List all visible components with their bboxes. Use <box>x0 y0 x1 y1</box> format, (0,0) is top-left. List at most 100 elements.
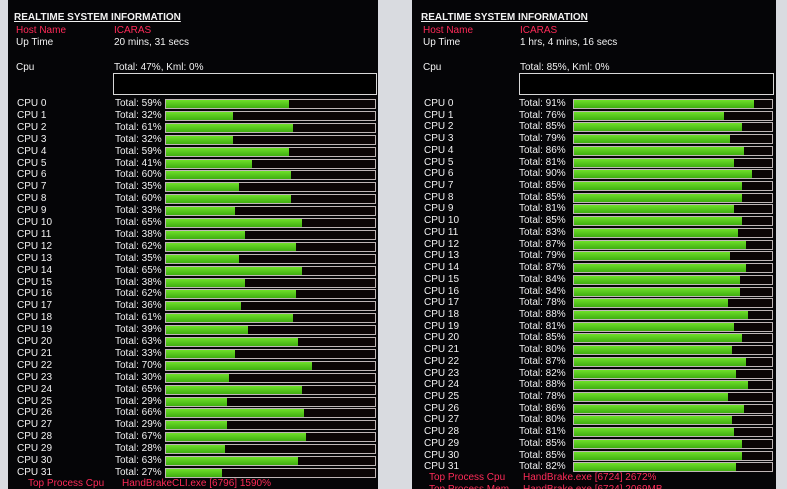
system-info-panel: REALTIME SYSTEM INFORMATION Host Name ICAR… <box>8 0 378 489</box>
cpu-label: CPU 10 <box>17 217 53 228</box>
cpu-bar-track <box>573 345 773 356</box>
cpu-label: CPU 19 <box>424 320 460 332</box>
cpu-label: CPU 23 <box>424 367 460 379</box>
cpu-bar <box>166 183 240 192</box>
cpu-bar <box>166 314 294 323</box>
cpu-bar <box>166 266 302 275</box>
cpu-bar-track <box>165 360 376 371</box>
cpu-bar-track <box>573 309 773 320</box>
cpu-bar-track <box>573 157 773 168</box>
cpu-total: Total: 47%, Kml: 0% <box>114 62 204 73</box>
cpu-bar-track <box>165 158 376 169</box>
panel-title: REALTIME SYSTEM INFORMATION <box>421 12 588 23</box>
cpu-bar-track <box>165 301 376 312</box>
cpu-total: Total: 60% <box>115 169 162 181</box>
cpu-bar <box>574 100 755 108</box>
cpu-bar-track <box>573 392 773 402</box>
cpu-bar <box>574 111 725 120</box>
cpu-bar <box>166 409 304 418</box>
cpu-bar-track <box>165 444 376 455</box>
cpu-total: Total: 85% <box>519 121 566 133</box>
cpu-bar-track <box>573 450 773 461</box>
cpu-label: CPU 16 <box>17 288 53 300</box>
cpu-bar <box>166 123 294 132</box>
cpu-bar-track <box>165 313 376 324</box>
cpu-total: Total: 63% <box>115 336 162 347</box>
cpu-total: Total: 32% <box>115 133 162 145</box>
cpu-bar <box>574 299 729 308</box>
cpu-total: Total: 35% <box>115 252 162 264</box>
cpu-bar <box>166 290 296 299</box>
cpu-label: CPU 10 <box>424 215 460 227</box>
cpu-label: CPU 24 <box>17 383 53 395</box>
cpu-label: CPU 19 <box>17 324 53 336</box>
cpu-bar-track <box>573 169 773 180</box>
cpu-label: CPU 6 <box>17 169 47 181</box>
cpu-total: Total: 84% <box>519 273 566 285</box>
cpu-total: Total: 28% <box>115 443 162 455</box>
cpu-label: CPU 3 <box>17 133 47 145</box>
cpu-total: Total: 65% <box>115 383 162 395</box>
cpu-label: CPU 14 <box>17 264 53 276</box>
cpu-label: CPU 26 <box>17 407 53 419</box>
cpu-label: CPU 2 <box>424 121 454 133</box>
cpu-bar <box>166 230 246 239</box>
cpu-label: CPU 27 <box>17 419 53 431</box>
cpu-bar <box>574 123 743 132</box>
cpu-label: CPU 16 <box>424 285 460 297</box>
cpu-bar <box>166 373 229 382</box>
cpu-bar <box>166 385 302 394</box>
cpu-total: Total: 85% <box>519 449 566 461</box>
cpu-label: CPU 21 <box>424 344 460 356</box>
cpu-bar <box>574 357 747 366</box>
cpu-bar <box>166 147 290 156</box>
cpu-label: CPU 13 <box>424 250 460 262</box>
cpu-bar-track <box>573 251 773 262</box>
cpu-label: CPU 27 <box>424 414 460 426</box>
cpu-bar-track <box>165 206 376 217</box>
cpu-bar-track <box>573 321 773 332</box>
cpu-bar <box>574 439 743 448</box>
cpu-total: Total: 27% <box>115 466 162 478</box>
cpu-label: CPU 7 <box>17 181 47 193</box>
cpu-bar <box>166 207 235 216</box>
cpu-total: Total: 39% <box>115 324 162 336</box>
cpu-label: CPU 29 <box>424 437 460 449</box>
footer-value: HandBrake.exe [6724] 2069MB <box>523 484 663 489</box>
cpu-label: CPU 22 <box>17 359 53 371</box>
cpu-label: CPU 12 <box>424 238 460 250</box>
cpu-bar-track <box>573 462 773 473</box>
cpu-bar-track <box>573 298 773 309</box>
cpu-bar <box>574 135 731 144</box>
cpu-total: Total: 86% <box>519 402 566 414</box>
cpu-bar <box>574 240 747 249</box>
cpu-total: Total: 29% <box>115 419 162 431</box>
cpu-bar <box>574 381 749 390</box>
cpu-total: Total: 81% <box>519 426 566 438</box>
cpu-bar-track <box>165 337 376 347</box>
cpu-history-graph <box>519 73 774 95</box>
cpu-bar-track <box>573 415 773 426</box>
cpu-total: Total: 88% <box>519 308 566 320</box>
cpu-label: CPU 30 <box>17 455 53 466</box>
cpu-label: CPU 29 <box>17 443 53 455</box>
cpu-total: Total: 38% <box>115 228 162 240</box>
cpu-bar-track <box>573 122 773 133</box>
cpu-bar-track <box>573 380 773 391</box>
cpu-total: Total: 36% <box>115 300 162 312</box>
cpu-label: CPU 4 <box>424 144 454 156</box>
cpu-bar-track <box>165 467 376 478</box>
cpu-bar-track <box>165 289 376 300</box>
cpu-label: CPU 17 <box>424 297 460 309</box>
cpu-bar-track <box>573 333 773 344</box>
cpu-bar-track <box>573 145 773 156</box>
cpu-bar <box>574 217 743 226</box>
cpu-total: Total: 35% <box>115 181 162 193</box>
cpu-bar-track <box>573 227 773 238</box>
cpu-bar-track <box>573 438 773 449</box>
cpu-bar <box>574 451 743 460</box>
cpu-bar <box>166 242 296 251</box>
cpu-bar <box>166 349 235 358</box>
cpu-label: CPU 9 <box>17 205 47 217</box>
cpu-bar-track <box>165 241 376 252</box>
